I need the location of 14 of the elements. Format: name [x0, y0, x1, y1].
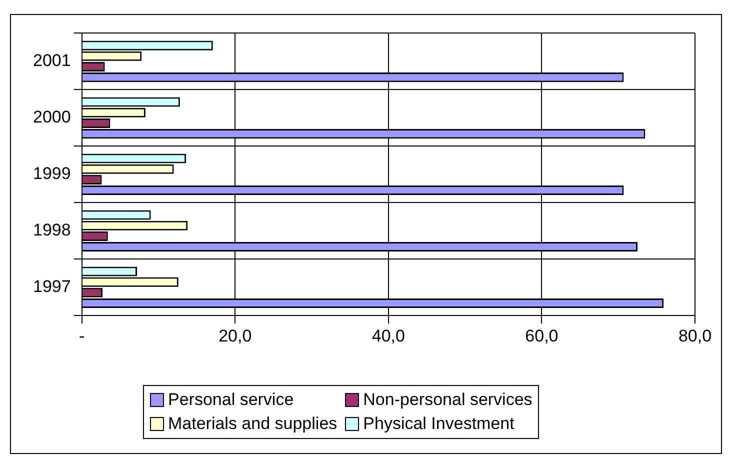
legend-label: Materials and supplies: [168, 414, 338, 434]
x-tick-label: 60,0: [525, 326, 558, 346]
x-tick-label: 80,0: [678, 326, 712, 346]
x-tick-label: -: [78, 326, 85, 346]
x-tick-label: 40,0: [372, 326, 405, 346]
y-tick-label: 1997: [32, 277, 71, 296]
x-tick-label: 20,0: [218, 326, 252, 346]
y-tick-label: 2001: [32, 51, 71, 70]
y-tick-label: 1998: [32, 220, 71, 240]
y-tick-label: 1999: [32, 164, 71, 184]
legend-label: Personal service: [168, 390, 294, 410]
legend-label: Physical Investment: [363, 414, 514, 434]
y-tick-label: 2000: [32, 108, 71, 127]
legend-label: Non-personal services: [363, 390, 532, 410]
